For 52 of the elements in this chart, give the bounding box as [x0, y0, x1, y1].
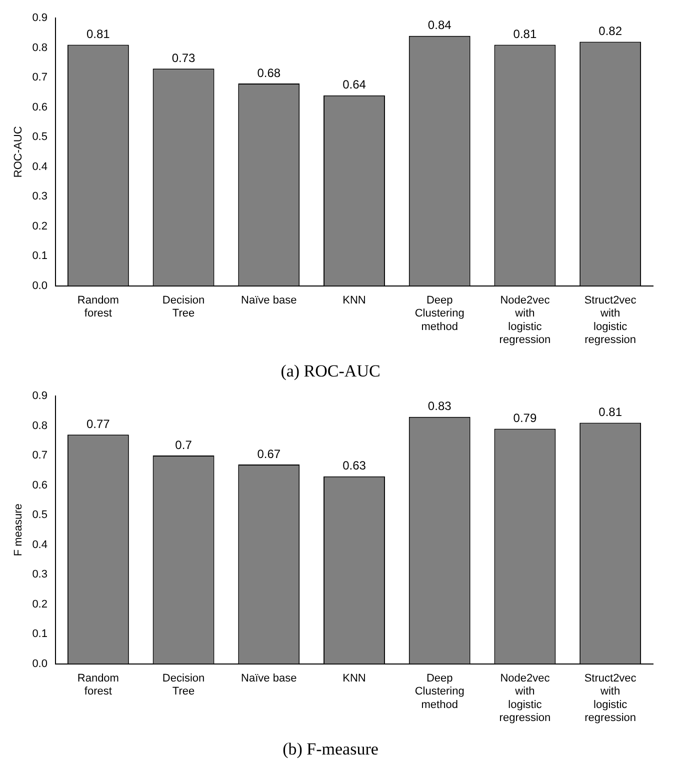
x-tick-label: Deep Clustering method	[414, 294, 464, 333]
y-tick-label: 0.6	[32, 479, 48, 492]
x-tick-label: Naïve base	[241, 672, 297, 684]
data-label: 0.67	[257, 446, 281, 461]
y-tick-label: 0.0	[32, 658, 48, 670]
x-tick-label: KNN	[342, 672, 366, 684]
data-label: 0.81	[513, 27, 537, 42]
data-label: 0.82	[598, 24, 622, 38]
data-label: 0.83	[428, 399, 452, 414]
data-label: 0.64	[342, 78, 366, 92]
data-label: 0.84	[428, 18, 452, 32]
y-tick-label: 0.7	[32, 450, 48, 462]
x-tick-label: Decision Tree	[162, 672, 205, 698]
x-tick-label: Random forest	[77, 672, 119, 698]
data-label: 0.81	[86, 27, 110, 42]
y-tick-label: 0.2	[32, 598, 48, 610]
y-tick-label: 0.9	[32, 390, 48, 402]
data-label: 0.77	[86, 416, 110, 431]
x-tick-label: KNN	[342, 294, 366, 306]
y-tick-label: 0.1	[32, 250, 48, 262]
data-label: 0.79	[513, 411, 537, 426]
x-tick-label: Decision Tree	[162, 294, 205, 320]
y-tick-label: 0.4	[32, 538, 48, 551]
data-label: 0.68	[257, 66, 281, 80]
y-tick-label: 0.4	[32, 160, 48, 173]
y-tick-label: 0.7	[32, 72, 48, 84]
y-tick-label: 0.5	[32, 509, 48, 522]
data-label: 0.81	[598, 405, 622, 420]
data-label: 0.73	[172, 50, 196, 65]
x-tick-label: Node2vec with logistic regression	[499, 672, 551, 724]
x-tick-label: Deep Clustering method	[414, 672, 464, 711]
text: (a) ROC-AUC	[280, 361, 380, 380]
data-label: 0.63	[342, 458, 366, 473]
data-label: 0.7	[175, 438, 192, 452]
y-tick-label: 0.1	[32, 628, 48, 640]
x-tick-label: Naïve base	[241, 294, 297, 306]
y-tick-label: 0.5	[32, 131, 48, 144]
x-tick-label: Struct2vec with logistic regression	[584, 294, 637, 346]
x-tick-label: Struct2vec with logistic regression	[584, 672, 637, 724]
x-tick-label: Node2vec with logistic regression	[499, 294, 551, 346]
y-tick-label: 0.2	[32, 220, 48, 232]
y-axis-title: F measure	[12, 504, 25, 556]
y-tick-label: 0.9	[32, 12, 48, 24]
y-tick-label: 0.3	[32, 190, 48, 203]
y-tick-label: 0.6	[32, 101, 48, 114]
y-tick-label: 0.8	[32, 420, 48, 432]
y-tick-label: 0.3	[32, 568, 48, 581]
text: (b) F-measure	[282, 739, 378, 758]
y-axis-title: ROC-AUC	[12, 126, 25, 178]
y-tick-label: 0.0	[32, 280, 48, 292]
x-tick-label: Random forest	[77, 294, 119, 320]
y-tick-label: 0.8	[32, 42, 48, 54]
